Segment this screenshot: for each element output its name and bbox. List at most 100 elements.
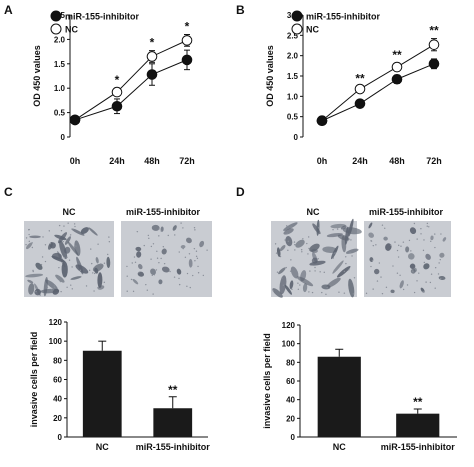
cell-blob [332,260,344,274]
pore-dot [285,266,287,269]
cell-blob [311,257,318,264]
pore-dot [426,222,429,225]
pore-dot [426,225,428,227]
pore-dot [53,285,55,287]
pore-dot [186,272,189,275]
cell-blob [331,245,339,260]
legend-label: miR-155-inhibitor [306,12,381,22]
pore-dot [192,274,194,277]
cell-blob [272,288,283,298]
legend-marker [50,23,62,35]
cell-blob [64,236,71,245]
pore-dot [174,234,176,236]
y-axis-label: invasive cells per field [29,332,39,428]
x-tick-label: 72h [426,156,442,166]
pore-dot [349,251,351,254]
significance-marker: ** [413,395,423,409]
pore-dot [399,274,401,276]
pore-dot [178,283,181,286]
pore-dot [152,293,154,295]
pore-dot [413,291,416,294]
y-tick-label: 20 [53,414,62,423]
significance-marker: * [185,20,190,34]
pore-dot [152,243,155,245]
pore-dot [397,256,400,258]
pore-dot [180,222,182,224]
cell-blob [35,262,43,270]
pore-dot [272,290,274,292]
pore-dot [314,266,316,269]
pore-dot [336,228,339,230]
data-point [181,54,193,66]
pore-dot [53,286,56,289]
pore-dot [31,246,34,249]
y-tick-label: 100 [282,340,296,349]
pore-dot [28,229,30,231]
cell-blob [423,263,430,270]
pore-dot [93,272,96,275]
image-label-d-nc: NC [307,207,320,217]
pore-dot [385,286,388,289]
cell-blob [28,283,35,295]
y-tick-label: 2.0 [54,35,66,44]
pore-dot [69,234,72,236]
significance-marker: ** [355,72,365,86]
x-tick-label: 0h [70,156,81,166]
pore-dot [156,257,159,259]
pore-dot [345,262,347,265]
cell-blob [151,224,160,231]
chart-d: 0 20 40 60 80 100 120 invasive cells per field N… [262,321,457,452]
pore-dot [97,286,99,289]
pore-dot [353,277,356,279]
pore-dot [301,251,303,253]
series-line [321,63,435,122]
y-tick-label: 0.5 [287,113,299,122]
pore-dot [308,291,310,293]
cell-blob [176,268,182,275]
data-point [428,39,440,50]
pore-dot [332,257,335,259]
pore-dot [32,269,34,272]
x-tick-label: 48h [144,156,160,166]
pore-dot [42,236,44,238]
pore-dot [178,251,180,253]
pore-dot [162,246,165,248]
pore-dot [425,281,427,283]
bar [153,408,193,437]
pore-dot [428,226,430,228]
pore-dot [296,277,299,279]
y-tick-label: 60 [286,377,295,386]
pore-dot [381,292,384,295]
data-point [111,86,123,98]
data-point [354,98,366,109]
pore-dot [423,261,426,264]
pore-dot [307,253,309,255]
micrograph-d-inhibitor [364,221,451,297]
pore-dot [365,292,368,295]
y-tick-label: 120 [49,318,63,327]
pore-dot [133,256,136,258]
x-tick-label: 72h [179,156,195,166]
image-label-c-inhibitor: miR-155-inhibitor [126,207,201,217]
pore-dot [59,280,62,283]
image-label-d-inhibitor: miR-155-inhibitor [369,207,444,217]
pore-dot [93,290,95,292]
pore-dot [297,288,300,290]
cell-blob [132,278,139,285]
pore-dot [333,269,336,271]
pore-dot [370,265,372,268]
cell-blob [336,265,351,278]
x-tick-label: 24h [352,156,368,166]
cell-blob [94,267,99,274]
cell-blob [106,256,111,269]
data-point [391,73,403,85]
pore-dot [136,230,139,233]
pore-dot [423,291,425,293]
pore-dot [193,247,196,250]
y-tick-label: 0 [61,133,66,142]
bar [82,350,122,437]
y-tick-label: 1.0 [287,92,299,101]
pore-dot [92,272,94,274]
pore-dot [378,262,381,264]
pore-dot [195,255,198,258]
